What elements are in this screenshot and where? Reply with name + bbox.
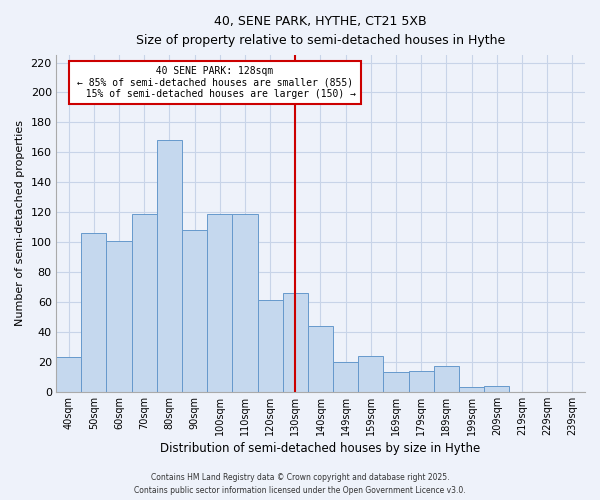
Text: Contains HM Land Registry data © Crown copyright and database right 2025.
Contai: Contains HM Land Registry data © Crown c… xyxy=(134,474,466,495)
Text: 40 SENE PARK: 128sqm  
← 85% of semi-detached houses are smaller (855)
  15% of : 40 SENE PARK: 128sqm ← 85% of semi-detac… xyxy=(74,66,356,99)
Bar xyxy=(257,300,283,392)
Bar xyxy=(131,214,157,392)
Bar xyxy=(56,357,81,392)
Y-axis label: Number of semi-detached properties: Number of semi-detached properties xyxy=(15,120,25,326)
Bar xyxy=(232,214,257,392)
Bar xyxy=(81,233,106,392)
Bar xyxy=(308,326,333,392)
Bar xyxy=(434,366,459,392)
Bar xyxy=(207,214,232,392)
Bar xyxy=(106,240,131,392)
X-axis label: Distribution of semi-detached houses by size in Hythe: Distribution of semi-detached houses by … xyxy=(160,442,481,455)
Bar xyxy=(157,140,182,392)
Bar xyxy=(182,230,207,392)
Bar xyxy=(358,356,383,392)
Bar xyxy=(484,386,509,392)
Bar xyxy=(333,362,358,392)
Bar xyxy=(383,372,409,392)
Title: 40, SENE PARK, HYTHE, CT21 5XB
Size of property relative to semi-detached houses: 40, SENE PARK, HYTHE, CT21 5XB Size of p… xyxy=(136,15,505,47)
Bar xyxy=(283,293,308,392)
Bar xyxy=(409,370,434,392)
Bar xyxy=(459,387,484,392)
